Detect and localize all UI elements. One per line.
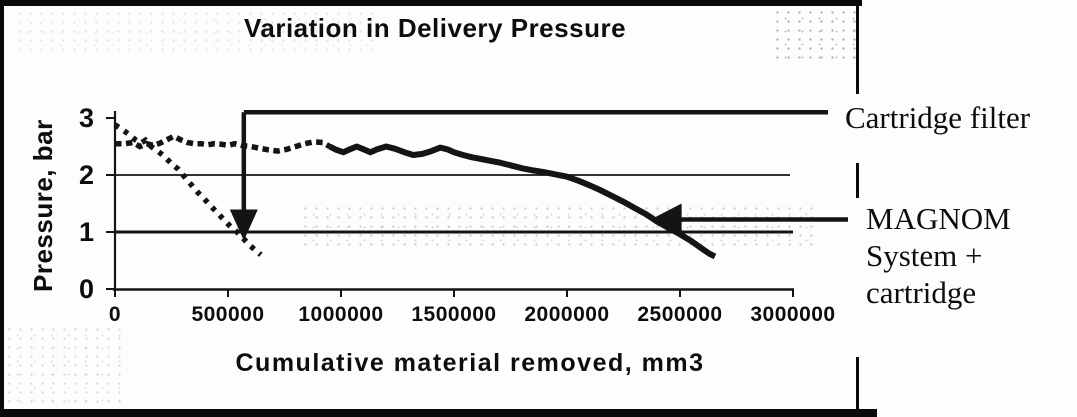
x-tick-label: 500000 — [191, 303, 265, 326]
scan-noise — [772, 8, 856, 64]
annotation-label-line: cartridge — [866, 275, 977, 310]
x-tick-label: 3000000 — [750, 303, 836, 326]
figure-border-left — [0, 0, 4, 417]
scan-noise — [14, 9, 374, 51]
annotation-label-magnom-system: MAGNOM System + cartridge — [866, 200, 1077, 311]
x-tick-label: 2000000 — [524, 303, 610, 326]
annotation-label-line: MAGNOM — [866, 201, 1011, 236]
y-tick-label: 1 — [78, 217, 94, 247]
chart-title: Variation in Delivery Pressure — [243, 13, 627, 43]
annotation-label-cartridge-filter: Cartridge filter — [845, 100, 1031, 135]
y-tick-label: 2 — [78, 160, 94, 190]
y-axis-title: Pressure, bar — [28, 119, 58, 293]
x-tick-label: 1000000 — [298, 303, 384, 326]
figure-border-right-segment — [856, 163, 859, 198]
figure-border-bottom — [0, 409, 877, 417]
y-tick-label: 3 — [78, 103, 94, 133]
x-tick-label: 0 — [108, 303, 122, 326]
figure-border-right-segment — [856, 357, 859, 417]
scan-noise — [4, 325, 124, 405]
scan-noise — [300, 204, 820, 250]
x-tick-label: 2500000 — [637, 303, 723, 326]
y-tick-label: 0 — [78, 274, 94, 304]
annotation-label-line: System + — [866, 238, 983, 273]
figure-border-right-segment — [856, 6, 859, 94]
x-axis-title: Cumulative material removed, mm3 — [235, 349, 705, 377]
figure-border-top — [0, 0, 862, 6]
x-tick-label: 1500000 — [411, 303, 497, 326]
